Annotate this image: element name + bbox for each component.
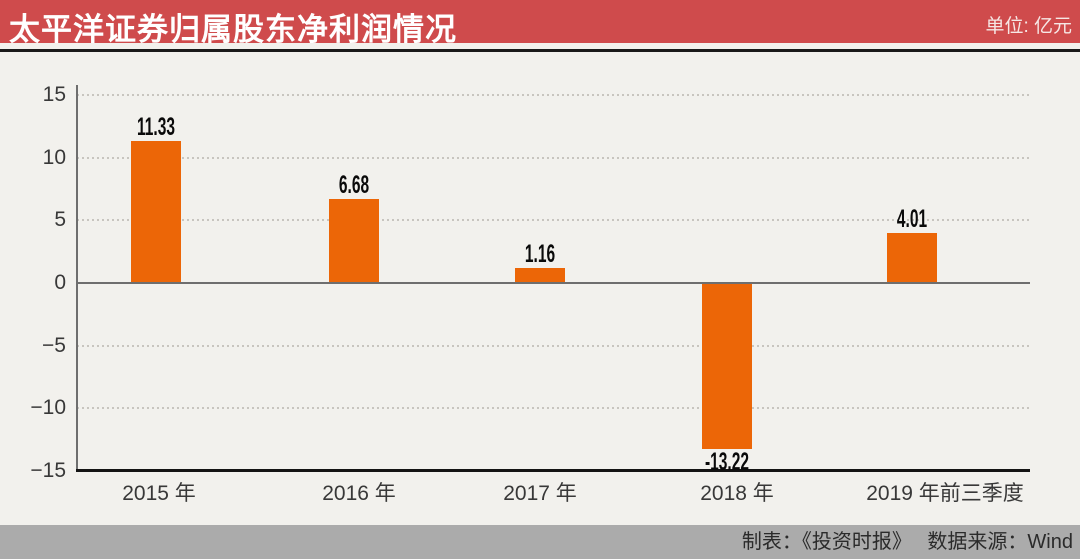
x-tick-label: 2016 年	[322, 482, 396, 505]
y-tick-label: 5	[54, 208, 66, 232]
x-tick-label: 2019 年前三季度	[866, 482, 1024, 505]
y-tick-label: −5	[42, 333, 66, 357]
bar	[131, 141, 181, 283]
y-tick-label: 15	[42, 83, 66, 107]
y-tick-label: 10	[42, 145, 66, 169]
chart-bottom-border	[76, 469, 1030, 472]
x-tick-label: 2018 年	[700, 482, 774, 505]
bar	[702, 283, 752, 449]
bar	[887, 232, 937, 283]
gridline	[77, 219, 1030, 222]
bar	[515, 268, 565, 283]
gridline	[77, 344, 1030, 347]
banner-rule	[0, 49, 1080, 52]
y-tick-label: −15	[30, 458, 66, 482]
bar-value-label: 1.16	[524, 240, 556, 269]
gridline	[77, 156, 1030, 159]
bar-value-label: 6.68	[338, 171, 370, 200]
gridline	[77, 94, 1030, 97]
bar-value-label: 11.33	[137, 113, 175, 142]
x-axis-zero-line	[77, 282, 1030, 284]
x-tick-label: 2015 年	[122, 482, 196, 505]
x-tick-label: 2017 年	[503, 482, 577, 505]
footer-bar: 制表：《投资时报》 数据来源：Wind	[0, 525, 1080, 559]
credit-text: 制表：《投资时报》 数据来源：Wind	[741, 531, 1073, 553]
page-title: 太平洋证券归属股东净利润情况	[9, 12, 457, 47]
y-tick-label: −10	[30, 396, 66, 420]
bar-value-label: -13.22	[705, 447, 749, 476]
unit-label: 单位: 亿元	[985, 16, 1072, 37]
bar-value-label: 4.01	[896, 204, 928, 233]
y-axis-line	[76, 85, 78, 472]
y-tick-label: 0	[54, 271, 66, 294]
gridline	[77, 407, 1030, 410]
title-banner: 太平洋证券归属股东净利润情况 单位: 亿元	[0, 0, 1080, 47]
bar	[329, 199, 379, 283]
